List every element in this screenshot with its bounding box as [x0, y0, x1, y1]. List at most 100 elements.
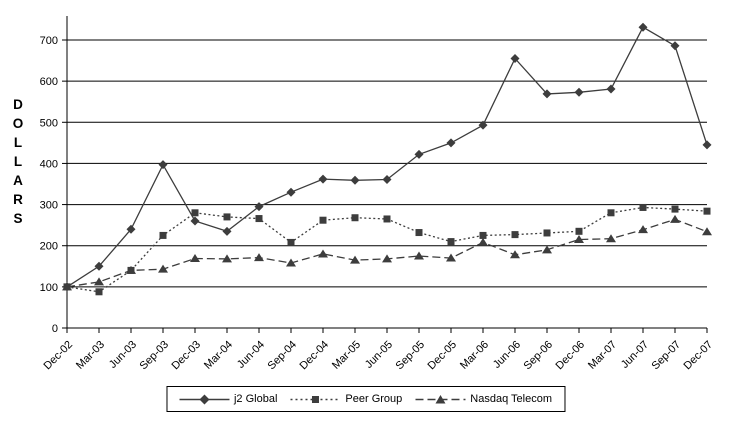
square-marker	[191, 209, 199, 217]
y-axis-title-letter: O	[12, 116, 24, 131]
diamond-marker	[350, 175, 360, 185]
y-axis-title-letter: L	[13, 154, 23, 169]
square-marker	[223, 213, 231, 221]
svg-text:400: 400	[40, 158, 58, 170]
legend-item-j2-global: j2 Global	[178, 393, 278, 405]
svg-text:700: 700	[40, 35, 58, 47]
triangle-marker	[350, 255, 360, 264]
triangle-marker	[478, 237, 488, 246]
triangle-marker	[318, 249, 328, 258]
svg-text:Mar-05: Mar-05	[330, 339, 363, 372]
triangle-marker	[254, 253, 264, 262]
triangle-marker	[222, 254, 232, 263]
triangle-marker	[542, 245, 552, 254]
triangle-marker	[510, 250, 520, 259]
svg-text:Dec-02: Dec-02	[42, 339, 76, 373]
diamond-marker	[286, 187, 296, 197]
svg-text:Dec-07: Dec-07	[682, 339, 716, 373]
svg-text:Mar-06: Mar-06	[458, 339, 491, 372]
series-line-0	[66, 26, 708, 288]
square-marker	[95, 288, 103, 296]
diamond-marker	[190, 216, 200, 226]
triangle-marker	[158, 264, 168, 273]
diamond-marker	[606, 84, 616, 94]
svg-text:Jun-04: Jun-04	[235, 339, 267, 371]
series-j2-global	[62, 22, 712, 292]
square-marker	[415, 229, 423, 237]
svg-text:Jun-03: Jun-03	[107, 339, 139, 371]
triangle-marker	[670, 214, 680, 223]
svg-text:Dec-05: Dec-05	[426, 339, 460, 373]
square-marker	[639, 203, 647, 211]
triangle-marker	[606, 234, 616, 243]
svg-text:Mar-03: Mar-03	[74, 339, 107, 372]
svg-text:Sep-06: Sep-06	[522, 339, 556, 373]
legend-label-j2-global: j2 Global	[233, 393, 278, 405]
svg-text:Dec-03: Dec-03	[170, 339, 204, 373]
triangle-marker	[382, 254, 392, 263]
y-axis-tick-labels: 0 100 200 300 400 500 600 700	[40, 35, 58, 335]
dotted-line-square-marker-icon	[290, 395, 341, 403]
diamond-marker	[318, 174, 328, 184]
diamond-marker	[158, 160, 168, 170]
svg-text:Sep-04: Sep-04	[266, 339, 300, 373]
triangle-marker	[414, 251, 424, 260]
legend-label-nasdaq-telecom: Nasdaq Telecom	[470, 393, 553, 405]
triangle-marker	[62, 282, 72, 291]
svg-text:Jun-07: Jun-07	[619, 339, 651, 371]
solid-line-diamond-marker-icon	[178, 394, 229, 404]
legend-label-peer-group: Peer Group	[345, 393, 403, 405]
y-axis-title-letter: A	[13, 173, 23, 188]
legend-item-peer-group: Peer Group	[290, 393, 402, 405]
axes	[66, 16, 707, 329]
diamond-marker	[510, 54, 520, 64]
svg-text:Jun-05: Jun-05	[363, 339, 395, 371]
triangle-marker	[94, 277, 104, 286]
legend: j2 Global Peer Group Nasdaq Telecom	[165, 386, 566, 412]
square-marker	[351, 214, 359, 222]
diamond-marker	[478, 120, 488, 130]
svg-text:Jun-06: Jun-06	[491, 339, 523, 371]
svg-text:Sep-03: Sep-03	[138, 339, 172, 373]
triangle-marker	[446, 253, 456, 262]
y-axis-title-letter: R	[13, 192, 23, 207]
triangle-marker	[286, 258, 296, 267]
y-axis-title-letter: S	[13, 211, 23, 226]
diamond-marker	[382, 174, 392, 184]
diamond-marker	[222, 226, 232, 236]
square-marker	[543, 229, 551, 237]
svg-text:Mar-04: Mar-04	[202, 339, 235, 372]
series-line-2	[66, 218, 708, 288]
diamond-marker	[670, 41, 680, 51]
series-nasdaq-telecom	[62, 214, 712, 291]
square-marker	[287, 238, 295, 246]
square-marker	[607, 209, 615, 217]
square-marker	[671, 205, 679, 213]
diamond-marker	[126, 224, 136, 234]
square-marker	[511, 231, 519, 239]
series-peer-group	[63, 203, 711, 296]
svg-text:Mar-07: Mar-07	[586, 339, 619, 372]
triangle-marker	[702, 227, 712, 236]
diamond-marker	[542, 89, 552, 99]
y-axis-title-letter: L	[13, 135, 23, 150]
diamond-marker	[94, 261, 104, 271]
square-marker	[383, 215, 391, 223]
square-marker	[319, 216, 327, 224]
square-marker	[575, 227, 583, 235]
diamond-marker	[574, 87, 584, 97]
svg-text:Dec-04: Dec-04	[298, 339, 332, 373]
square-marker	[255, 215, 263, 223]
square-marker	[159, 231, 167, 239]
legend-item-nasdaq-telecom: Nasdaq Telecom	[415, 393, 552, 405]
square-marker	[703, 207, 711, 215]
square-marker	[479, 231, 487, 239]
diamond-marker	[638, 22, 648, 32]
triangle-marker	[126, 265, 136, 274]
triangle-marker	[638, 225, 648, 234]
diamond-marker	[702, 140, 712, 150]
y-axis-title-letter: D	[13, 97, 23, 112]
